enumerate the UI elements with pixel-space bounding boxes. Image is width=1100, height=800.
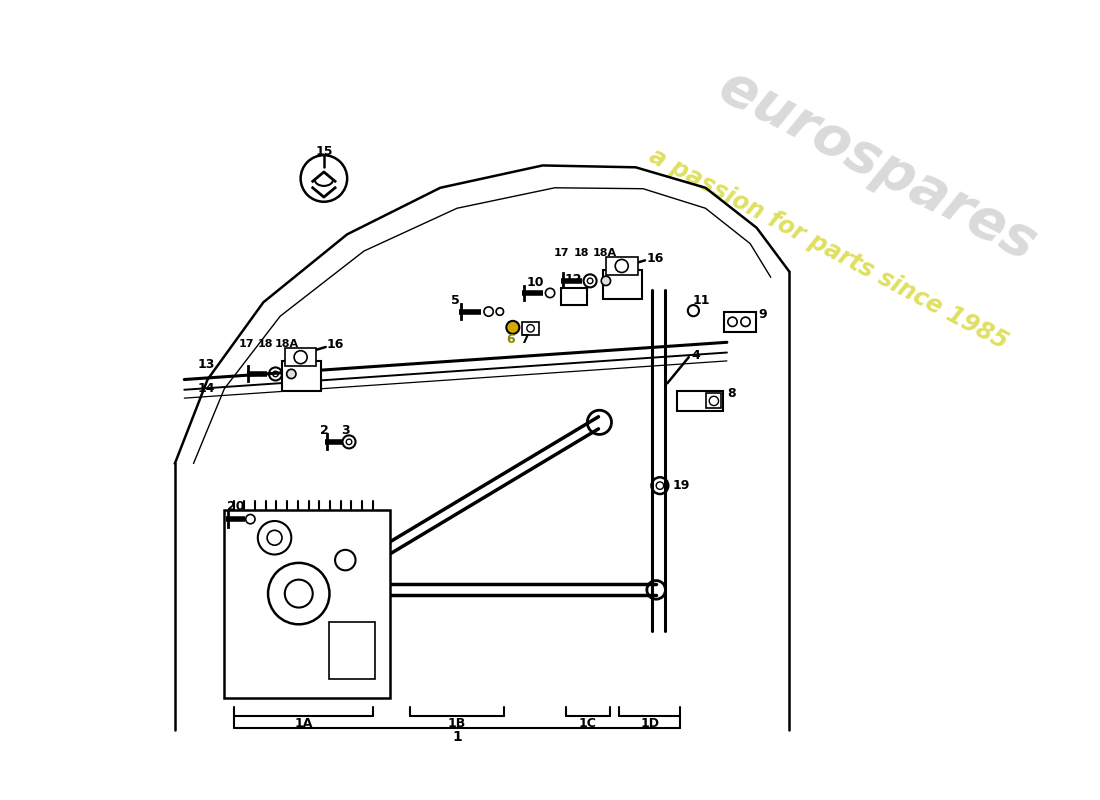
Bar	[329, 622, 375, 679]
Text: 16: 16	[647, 252, 664, 265]
Circle shape	[506, 321, 519, 334]
Bar	[561, 288, 587, 305]
Text: 18: 18	[574, 248, 590, 258]
Text: 13: 13	[198, 358, 214, 371]
Text: 19: 19	[673, 479, 691, 492]
Text: 1: 1	[452, 730, 462, 744]
Bar	[724, 311, 756, 332]
Text: 17: 17	[239, 339, 254, 349]
Text: 14: 14	[198, 382, 214, 395]
Bar	[606, 257, 638, 275]
Text: 3: 3	[341, 424, 350, 438]
Circle shape	[602, 276, 610, 286]
Text: 18: 18	[257, 339, 273, 349]
Text: 11: 11	[693, 294, 711, 307]
Text: 10: 10	[527, 276, 543, 290]
Text: 9: 9	[759, 308, 767, 321]
Bar	[603, 270, 642, 299]
Bar	[282, 361, 321, 390]
Circle shape	[287, 370, 296, 378]
Text: 16: 16	[327, 338, 344, 350]
Text: 18A: 18A	[275, 339, 299, 349]
Text: 6: 6	[507, 333, 515, 346]
Bar	[224, 510, 390, 698]
Text: 1B: 1B	[448, 718, 466, 730]
Text: 15: 15	[315, 145, 332, 158]
Text: 17: 17	[553, 248, 569, 258]
Bar	[285, 348, 317, 366]
Text: eurospares: eurospares	[711, 59, 1045, 272]
Text: 8: 8	[727, 387, 736, 400]
Bar	[706, 394, 722, 408]
Text: a passion for parts since 1985: a passion for parts since 1985	[645, 144, 1012, 354]
Text: 7: 7	[520, 333, 529, 346]
Text: 1D: 1D	[640, 718, 659, 730]
Text: 20: 20	[227, 500, 244, 513]
Bar	[522, 322, 539, 335]
Text: 2: 2	[319, 424, 328, 438]
Text: 12: 12	[564, 273, 582, 286]
Text: 5: 5	[451, 294, 460, 307]
Text: 1A: 1A	[294, 718, 312, 730]
Text: 18A: 18A	[593, 248, 617, 258]
Text: 4: 4	[692, 349, 701, 362]
Bar	[676, 390, 723, 411]
Text: 1C: 1C	[579, 718, 596, 730]
